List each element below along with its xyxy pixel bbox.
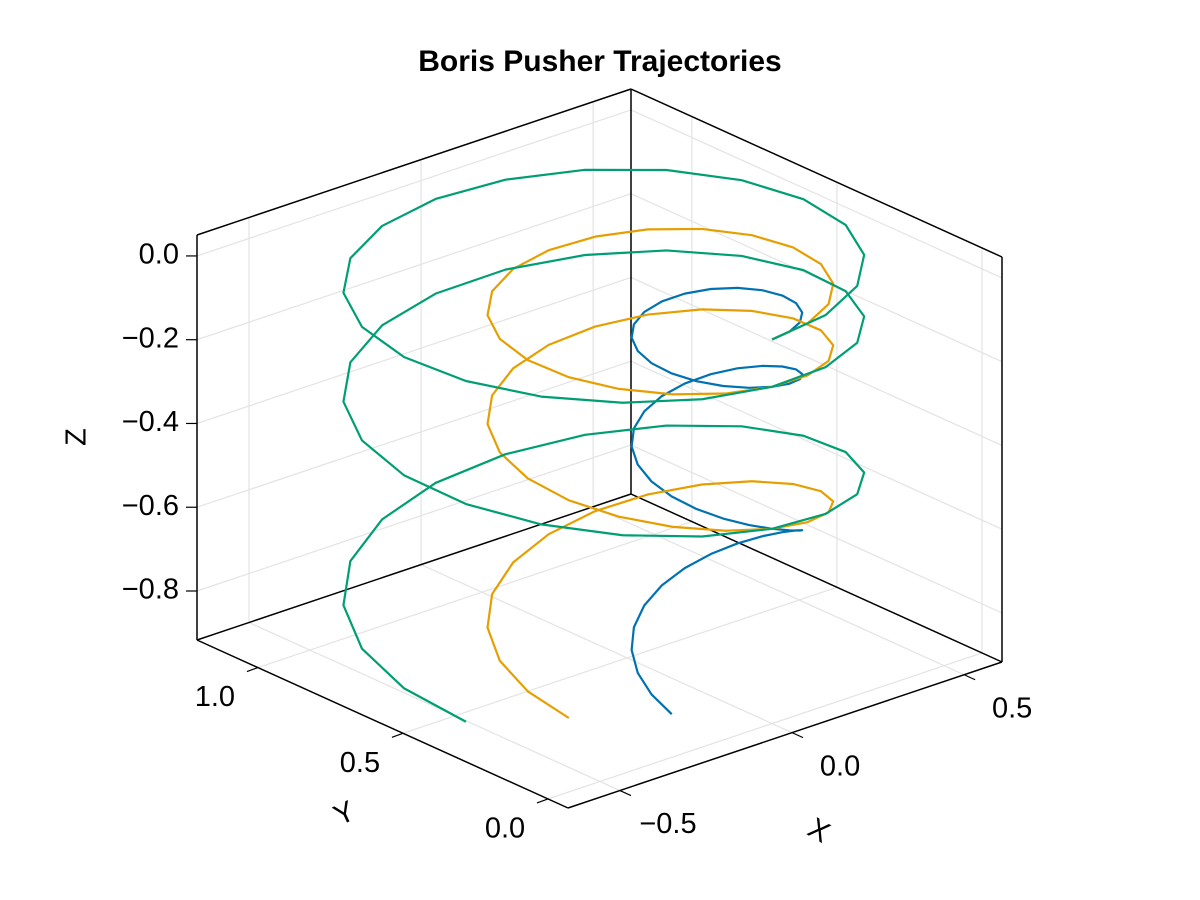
grid xyxy=(196,101,1003,800)
grid-line xyxy=(402,586,838,734)
tick-mark xyxy=(536,798,549,804)
grid-line xyxy=(630,276,1003,447)
grid-line xyxy=(420,564,793,734)
y-tick-label: 0.5 xyxy=(340,747,380,779)
tick-mark xyxy=(963,674,976,681)
frame xyxy=(196,88,1003,809)
z-tick-label: −0.4 xyxy=(122,406,179,438)
frame-edge xyxy=(196,639,569,809)
grid-line xyxy=(196,360,632,508)
frame-edge xyxy=(567,661,1003,809)
z-tick-label: 0.0 xyxy=(139,239,179,271)
tick-mark xyxy=(619,789,632,797)
tick-mark xyxy=(391,732,404,738)
y-tick-label: 1.0 xyxy=(195,681,235,713)
chart-title: Boris Pusher Trajectories xyxy=(418,45,782,78)
y-axis-label: Y xyxy=(329,795,360,832)
x-tick-label: −0.5 xyxy=(639,808,696,840)
grid-line xyxy=(547,652,983,800)
grid-line xyxy=(196,444,632,592)
grid-line xyxy=(196,276,632,425)
grid-line xyxy=(630,444,1003,614)
x-tick-label: 0.5 xyxy=(992,692,1032,724)
trajectory-line xyxy=(342,168,866,723)
frame-edge xyxy=(630,493,1003,663)
trajectory-line xyxy=(486,227,835,719)
z-tick-label: −0.6 xyxy=(122,490,179,522)
grid-line xyxy=(196,193,632,341)
z-tick-label: −0.2 xyxy=(122,322,179,354)
x-tick-label: 0.0 xyxy=(820,750,860,782)
x-axis-label: X xyxy=(802,812,835,849)
tick-mark xyxy=(246,667,259,673)
plot-area xyxy=(342,168,866,723)
z-tick-label: −0.8 xyxy=(122,574,179,606)
labels: −0.5 0.0 0.5 0.0 0.5 1.0 −0.8 −0.6 −0.4 −0.2 0.0 xyxy=(122,239,1033,845)
trajectory-line xyxy=(630,286,804,715)
frame-edge xyxy=(196,88,632,236)
grid-line xyxy=(248,621,621,792)
z-axis-label: Z xyxy=(61,428,93,446)
grid-line xyxy=(630,360,1003,530)
grid-line xyxy=(257,521,693,669)
tick-mark xyxy=(791,732,804,739)
frame-edge xyxy=(630,88,1003,258)
grid-line xyxy=(196,109,632,257)
y-tick-label: 0.0 xyxy=(485,813,525,845)
grid-line xyxy=(630,109,1003,279)
frame-edge xyxy=(196,493,632,641)
